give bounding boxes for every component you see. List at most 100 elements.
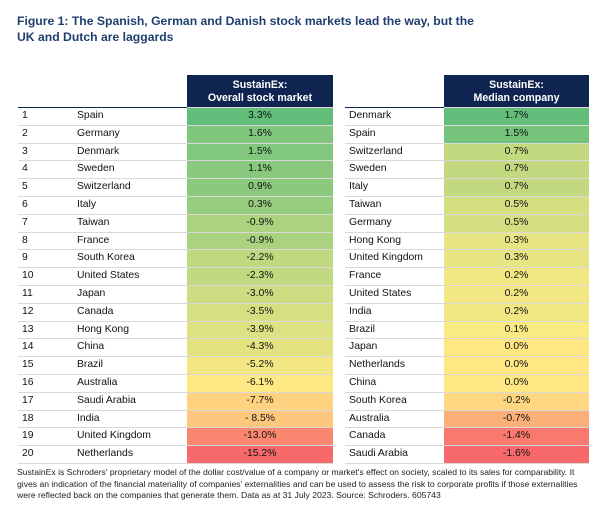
- header-blank: [345, 75, 444, 108]
- country-cell: Sweden: [77, 160, 187, 180]
- rank-cell: 16: [18, 374, 77, 393]
- value-cell: - 8.5%: [187, 410, 333, 429]
- country-cell: Hong Kong: [77, 321, 187, 340]
- table-row: United States 0.2%: [345, 285, 589, 304]
- value-cell: 0.3%: [187, 196, 333, 215]
- rank-cell: 8: [18, 232, 77, 251]
- table-row: 7 Taiwan -0.9%: [18, 214, 333, 233]
- rank-cell: 9: [18, 249, 77, 269]
- country-cell: India: [77, 410, 187, 429]
- rank-cell: 11: [18, 285, 77, 304]
- table-row: 20 Netherlands -15.2%: [18, 445, 333, 464]
- value-cell: 0.2%: [444, 303, 589, 322]
- table-row: India 0.2%: [345, 303, 589, 322]
- country-cell: Taiwan: [77, 214, 187, 233]
- table-row: 6 Italy 0.3%: [18, 196, 333, 215]
- rank-cell: 14: [18, 338, 77, 358]
- rank-cell: 20: [18, 445, 77, 464]
- table-row: 19 United Kingdom -13.0%: [18, 427, 333, 447]
- value-cell: 0.5%: [444, 214, 589, 233]
- table-row: 14 China -4.3%: [18, 338, 333, 358]
- value-cell: -7.7%: [187, 392, 333, 411]
- country-cell: Australia: [345, 410, 444, 429]
- value-cell: 0.7%: [444, 160, 589, 180]
- median-company-table: SustainEx: Median company Denmark 1.7% Spa…: [345, 75, 589, 464]
- rank-cell: 2: [18, 125, 77, 144]
- table-row: Denmark 1.7%: [345, 107, 589, 126]
- table-row: United Kingdom 0.3%: [345, 249, 589, 269]
- value-cell: -0.7%: [444, 410, 589, 429]
- table-row: 12 Canada -3.5%: [18, 303, 333, 322]
- value-cell: 0.3%: [444, 249, 589, 269]
- value-cell: -15.2%: [187, 445, 333, 464]
- country-cell: France: [345, 267, 444, 286]
- country-cell: United Kingdom: [345, 249, 444, 269]
- table-row: Australia -0.7%: [345, 410, 589, 429]
- figure-title: Figure 1: The Spanish, German and Danish…: [17, 14, 474, 44]
- country-cell: Germany: [77, 125, 187, 144]
- value-cell: 0.7%: [444, 143, 589, 162]
- rank-cell: 19: [18, 427, 77, 447]
- country-cell: Denmark: [77, 143, 187, 162]
- rank-cell: 10: [18, 267, 77, 286]
- footnote: SustainEx is Schroders' proprietary mode…: [17, 467, 578, 500]
- table-row: Brazil 0.1%: [345, 321, 589, 340]
- country-cell: China: [345, 374, 444, 393]
- value-cell: 1.5%: [444, 125, 589, 144]
- country-cell: Brazil: [345, 321, 444, 340]
- value-cell: 3.3%: [187, 107, 333, 126]
- value-cell: -4.3%: [187, 338, 333, 358]
- table-row: Taiwan 0.5%: [345, 196, 589, 215]
- country-cell: Switzerland: [77, 178, 187, 197]
- rank-cell: 4: [18, 160, 77, 180]
- rank-cell: 7: [18, 214, 77, 233]
- table-row: Germany 0.5%: [345, 214, 589, 233]
- country-cell: Taiwan: [345, 196, 444, 215]
- table-row: Switzerland 0.7%: [345, 143, 589, 162]
- country-cell: Japan: [77, 285, 187, 304]
- rank-cell: 6: [18, 196, 77, 215]
- rank-cell: 1: [18, 107, 77, 126]
- value-cell: 1.5%: [187, 143, 333, 162]
- rank-cell: 13: [18, 321, 77, 340]
- value-cell: 0.2%: [444, 267, 589, 286]
- table-row: 11 Japan -3.0%: [18, 285, 333, 304]
- table-row: 15 Brazil -5.2%: [18, 356, 333, 375]
- header-line-1: SustainEx:: [232, 79, 288, 91]
- country-cell: Germany: [345, 214, 444, 233]
- table-row: 10 United States -2.3%: [18, 267, 333, 286]
- value-cell: 0.9%: [187, 178, 333, 197]
- country-cell: Denmark: [345, 107, 444, 126]
- country-cell: Canada: [345, 427, 444, 447]
- table-row: Japan 0.0%: [345, 338, 589, 358]
- country-cell: Spain: [77, 107, 187, 126]
- value-cell: -0.9%: [187, 214, 333, 233]
- table-row: China 0.0%: [345, 374, 589, 393]
- country-cell: Italy: [77, 196, 187, 215]
- table-row: Netherlands 0.0%: [345, 356, 589, 375]
- header-line-2: Overall stock market: [207, 92, 313, 104]
- country-cell: Hong Kong: [345, 232, 444, 251]
- table-row: 9 South Korea -2.2%: [18, 249, 333, 269]
- header-blank: [18, 75, 187, 108]
- table-row: Hong Kong 0.3%: [345, 232, 589, 251]
- rank-cell: 5: [18, 178, 77, 197]
- country-cell: China: [77, 338, 187, 358]
- value-cell: -3.0%: [187, 285, 333, 304]
- country-cell: United States: [77, 267, 187, 286]
- table-row: Spain 1.5%: [345, 125, 589, 144]
- rank-cell: 17: [18, 392, 77, 411]
- table-row: 5 Switzerland 0.9%: [18, 178, 333, 197]
- value-cell: -3.9%: [187, 321, 333, 340]
- country-cell: South Korea: [77, 249, 187, 269]
- value-cell: -1.6%: [444, 445, 589, 464]
- table-row: South Korea -0.2%: [345, 392, 589, 411]
- rank-cell: 18: [18, 410, 77, 429]
- table-row: Saudi Arabia -1.6%: [345, 445, 589, 464]
- value-cell: -0.9%: [187, 232, 333, 251]
- value-cell: 0.0%: [444, 374, 589, 393]
- country-cell: Spain: [345, 125, 444, 144]
- rank-cell: 12: [18, 303, 77, 322]
- country-cell: India: [345, 303, 444, 322]
- country-cell: Switzerland: [345, 143, 444, 162]
